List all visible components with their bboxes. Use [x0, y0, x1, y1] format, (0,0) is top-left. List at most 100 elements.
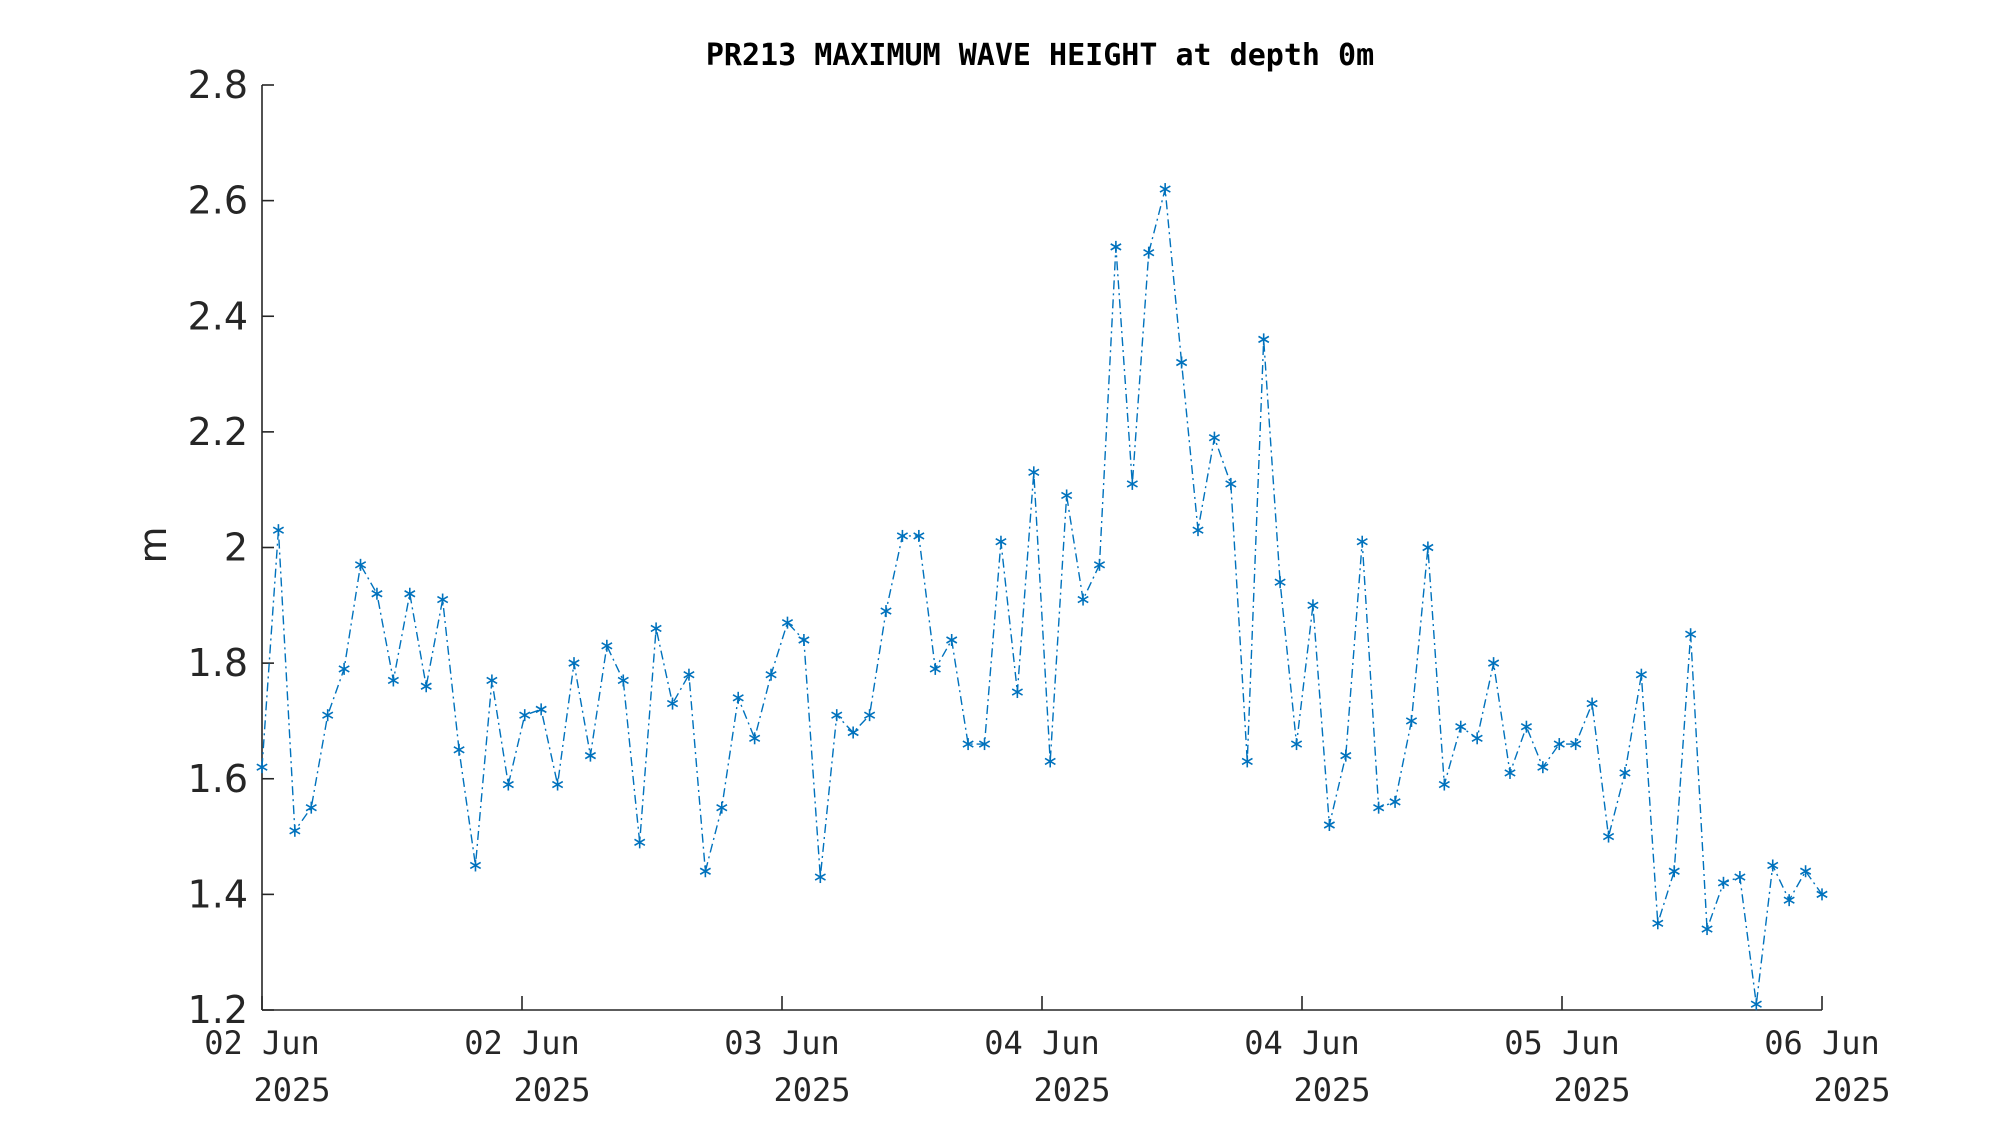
- data-point: [913, 529, 925, 542]
- data-point: [863, 709, 876, 722]
- data-point: [1602, 830, 1615, 843]
- data-point: [1586, 697, 1598, 710]
- data-point: [502, 778, 514, 791]
- data-point: [1717, 876, 1730, 889]
- data-point: [584, 749, 597, 762]
- data-point: [847, 726, 859, 739]
- data-point: [683, 668, 695, 681]
- x-axis-ticks: 02 Jun 2025 02 Jun 2025 03 Jun 2025 04 Jun 2025…: [204, 996, 1891, 1109]
- data-point: [1143, 246, 1155, 259]
- data-point: [1159, 183, 1171, 196]
- data-point: [289, 824, 301, 837]
- data-point: [749, 732, 761, 745]
- data-point: [1077, 593, 1089, 606]
- x-tick-label-year: 2025: [253, 1071, 330, 1109]
- x-tick-label-date: 02 Jun: [204, 1024, 320, 1062]
- data-point: [1750, 998, 1762, 1011]
- data-point: [420, 680, 432, 693]
- x-tick-label-date: 02 Jun: [464, 1024, 580, 1062]
- data-point: [1290, 738, 1303, 751]
- data-point: [1553, 738, 1565, 751]
- data-point: [946, 634, 958, 646]
- data-point: [1323, 819, 1335, 831]
- data-point: [322, 709, 334, 722]
- data-point: [1701, 923, 1713, 936]
- data-point: [256, 761, 268, 774]
- data-point: [1241, 755, 1253, 768]
- data-point: [1487, 657, 1500, 670]
- data-point: [1225, 477, 1237, 490]
- data-point: [798, 634, 810, 646]
- y-tick-label: 2.8: [188, 63, 248, 107]
- x-tick-label-date: 03 Jun: [724, 1024, 840, 1062]
- x-tick-label-year: 2025: [513, 1071, 590, 1109]
- data-point: [765, 668, 777, 681]
- data-point: [1110, 240, 1122, 253]
- data-point: [1093, 558, 1106, 571]
- y-tick-label: 2.2: [188, 410, 248, 454]
- series-markers: [256, 183, 1828, 1011]
- data-point: [535, 703, 547, 716]
- data-point: [1340, 749, 1352, 762]
- data-point: [1307, 599, 1319, 612]
- y-tick-label: 2.6: [188, 179, 248, 223]
- data-point: [1044, 755, 1056, 768]
- data-point: [1668, 865, 1680, 878]
- data-point: [1471, 732, 1483, 745]
- data-point: [978, 738, 991, 751]
- data-point: [1175, 356, 1188, 369]
- data-point: [1635, 668, 1647, 681]
- chart-title: PR213 MAXIMUM WAVE HEIGHT at depth 0m: [706, 38, 1374, 73]
- y-axis-ticks: 1.2 1.4 1.6 1.8 2 2.2 2.4 2.6 2.8: [188, 63, 274, 1032]
- y-tick-label: 1.4: [188, 872, 248, 916]
- data-point: [831, 709, 843, 722]
- data-point: [1767, 859, 1779, 872]
- data-point: [453, 743, 465, 756]
- data-point: [699, 865, 711, 878]
- data-point: [896, 529, 909, 542]
- data-point: [1405, 714, 1418, 727]
- data-point: [437, 593, 449, 606]
- data-point: [1816, 888, 1828, 901]
- data-point: [814, 871, 826, 884]
- data-point: [1438, 778, 1450, 791]
- data-point: [1734, 871, 1746, 884]
- data-point: [486, 674, 498, 687]
- y-tick-label: 1.6: [188, 757, 248, 801]
- data-point: [272, 524, 285, 537]
- data-point: [1783, 894, 1795, 907]
- data-point: [568, 657, 580, 670]
- data-point: [962, 738, 974, 751]
- data-point: [305, 801, 317, 814]
- y-tick-label: 1.2: [188, 988, 248, 1032]
- data-point: [1061, 489, 1073, 502]
- data-point: [1373, 801, 1385, 814]
- data-point: [469, 859, 482, 872]
- data-point: [1570, 738, 1582, 751]
- data-point: [929, 662, 941, 675]
- data-point: [617, 674, 629, 687]
- data-point: [650, 622, 662, 635]
- x-tick-label-date: 06 Jun: [1764, 1024, 1880, 1062]
- data-point: [404, 587, 416, 600]
- x-tick-label-date: 04 Jun: [984, 1024, 1100, 1062]
- data-point: [716, 801, 728, 814]
- data-point: [387, 674, 399, 687]
- data-point: [634, 836, 646, 849]
- data-point: [1799, 865, 1812, 878]
- data-point: [732, 691, 744, 704]
- y-axis-label: m: [131, 526, 175, 563]
- data-point: [880, 605, 892, 618]
- data-point: [1685, 628, 1697, 641]
- data-point: [519, 709, 531, 722]
- data-point: [1520, 720, 1533, 733]
- data-point: [551, 778, 564, 791]
- data-point: [1356, 535, 1368, 548]
- y-tick-label: 1.8: [188, 641, 248, 685]
- data-point: [1192, 524, 1204, 537]
- data-point: [1422, 541, 1434, 554]
- x-tick-label-date: 04 Jun: [1244, 1024, 1360, 1062]
- x-tick-label-year: 2025: [1813, 1071, 1890, 1109]
- data-point: [371, 587, 383, 600]
